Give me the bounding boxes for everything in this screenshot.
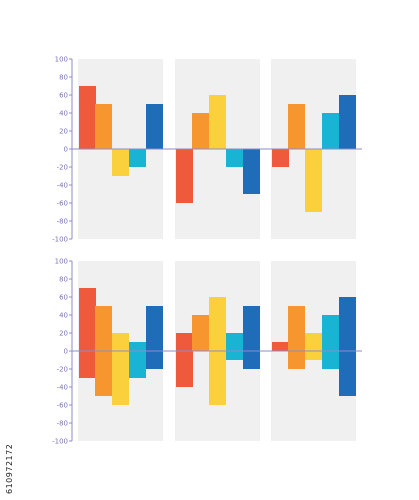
chart-2-group-2-bar-1 — [176, 333, 193, 387]
chart-1-group-1-bar-1 — [79, 86, 96, 149]
chart-1-tick-label: 60 — [59, 92, 68, 100]
chart-2-group-2-bar-4 — [226, 333, 243, 360]
chart-2-tick-label: -80 — [57, 420, 68, 428]
chart-1-group-1-bar-3 — [112, 149, 129, 176]
chart-1-group-2-bar-2 — [192, 113, 209, 149]
chart-1-tick-label: 0 — [64, 146, 68, 154]
chart-2-group-1-bar-4 — [129, 342, 146, 378]
chart-1-group-2-bar-3 — [209, 95, 226, 149]
chart-1-tick-label: -100 — [52, 236, 68, 244]
chart-2-group-2-bar-2 — [192, 315, 209, 351]
chart-1-group-3-bar-3 — [305, 149, 322, 212]
chart-1-tick-label: 80 — [59, 74, 68, 82]
chart-2-group-3-bar-2 — [288, 306, 305, 369]
chart-1-group-1-bar-4 — [129, 149, 146, 167]
chart-2-tick-label: -40 — [57, 384, 68, 392]
chart-1-tick-label: 100 — [55, 56, 68, 64]
stock-id: 610972172 — [2, 390, 16, 500]
chart-2-group-2-bar-5 — [243, 306, 260, 369]
chart-2-tick-label: -60 — [57, 402, 68, 410]
chart-2-tick-label: -20 — [57, 366, 68, 374]
chart-2-group-1-bar-3 — [112, 333, 129, 405]
chart-2-tick-label: 0 — [64, 348, 68, 356]
chart-2-group-1-bar-1 — [79, 288, 96, 378]
chart-2-group-3-bar-5 — [339, 297, 356, 396]
chart-1-group-3-bar-4 — [322, 113, 339, 149]
chart-1-group-1-bar-2 — [95, 104, 112, 149]
chart-1-tick-label: -60 — [57, 200, 68, 208]
chart-1-tick-label: 20 — [59, 128, 68, 136]
chart-1-group-3-bar-1 — [272, 149, 289, 167]
chart-2-tick-label: 80 — [59, 276, 68, 284]
chart-1-group-2-bar-5 — [243, 149, 260, 194]
chart-1-group-2-bar-1 — [176, 149, 193, 203]
chart-2-group-3-bar-1 — [272, 342, 289, 351]
chart-1-tick-label: -80 — [57, 218, 68, 226]
chart-1-tick-label: 40 — [59, 110, 68, 118]
chart-1-group-3-bar-5 — [339, 95, 356, 149]
chart-1-tick-label: -20 — [57, 164, 68, 172]
chart-1-tick-label: -40 — [57, 182, 68, 190]
chart-2-tick-label: 20 — [59, 330, 68, 338]
chart-2-tick-label: -100 — [52, 438, 68, 446]
chart-1-group-2-bar-4 — [226, 149, 243, 167]
chart-2-group-3-bar-4 — [322, 315, 339, 369]
chart-1-group-1-bar-5 — [146, 104, 163, 149]
chart-2-group-1-bar-5 — [146, 306, 163, 369]
chart-1-group-3-bar-2 — [288, 104, 305, 149]
chart-2-group-3-bar-3 — [305, 333, 322, 360]
chart-2-tick-label: 100 — [55, 258, 68, 266]
chart-2-tick-label: 40 — [59, 312, 68, 320]
stock-id-text: 610972172 — [5, 443, 14, 494]
chart-2-tick-label: 60 — [59, 294, 68, 302]
